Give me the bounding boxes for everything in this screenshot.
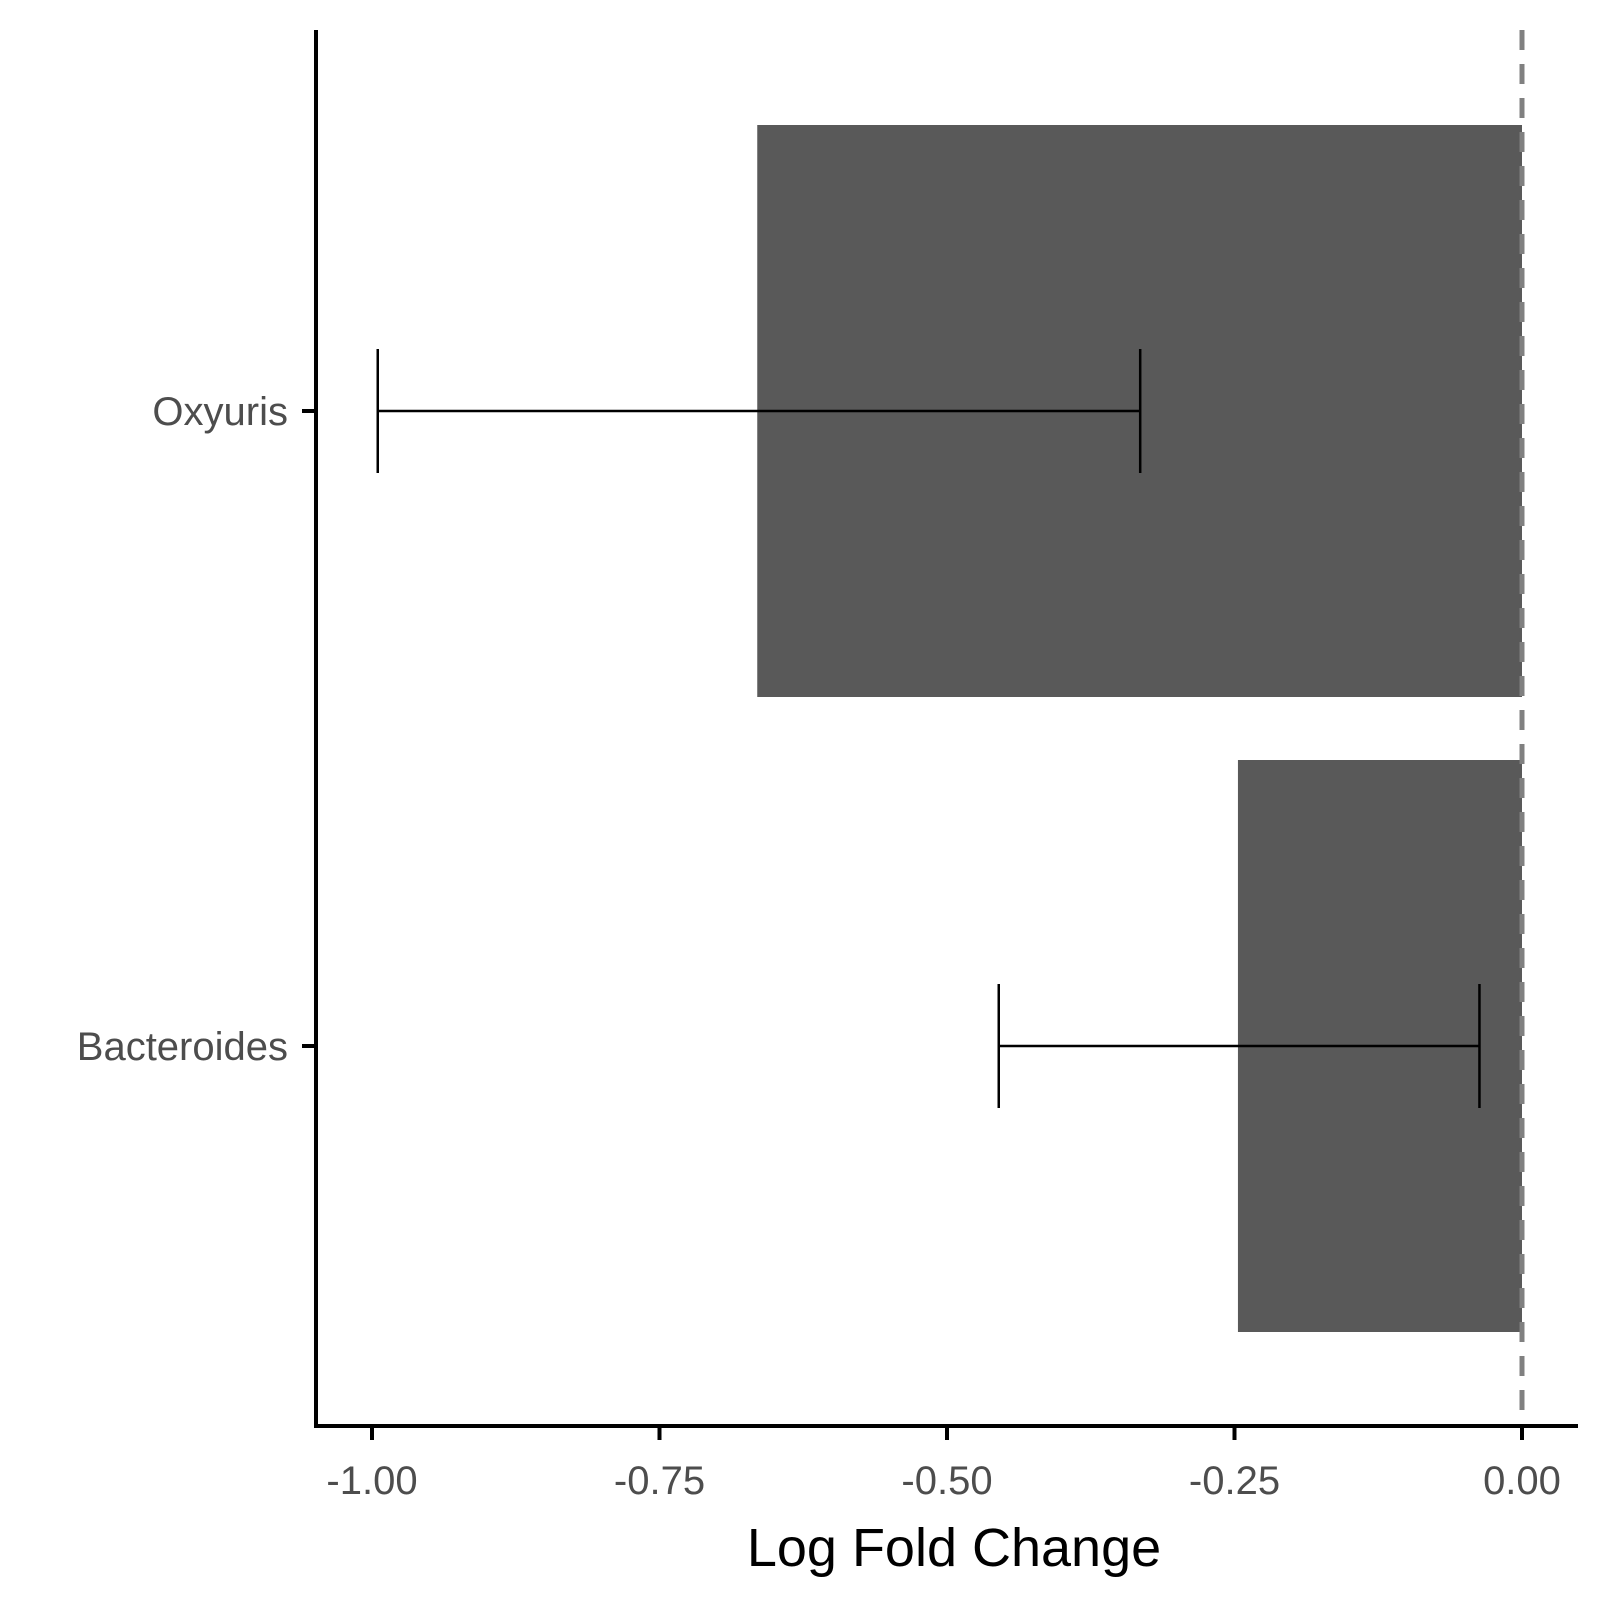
- x-axis-title: Log Fold Change: [747, 1518, 1161, 1578]
- bars-layer: [757, 125, 1522, 1332]
- error-bars-layer: [376, 349, 1481, 1108]
- x-tick-label: -0.75: [614, 1459, 705, 1503]
- axes-layer: [302, 30, 1578, 1440]
- x-tick-labels: -1.00 -0.75 -0.50 -0.25 0.00: [326, 1459, 1561, 1503]
- x-tick-label: -1.00: [326, 1459, 417, 1503]
- x-tick-label: -0.25: [1189, 1459, 1280, 1503]
- x-tick-label: -0.50: [901, 1459, 992, 1503]
- y-tick-label-oxyuris: Oxyuris: [152, 390, 288, 434]
- x-tick-label: 0.00: [1483, 1459, 1561, 1503]
- y-tick-label-bacteroides: Bacteroides: [77, 1025, 288, 1069]
- y-tick-labels: Oxyuris Bacteroides: [77, 390, 288, 1069]
